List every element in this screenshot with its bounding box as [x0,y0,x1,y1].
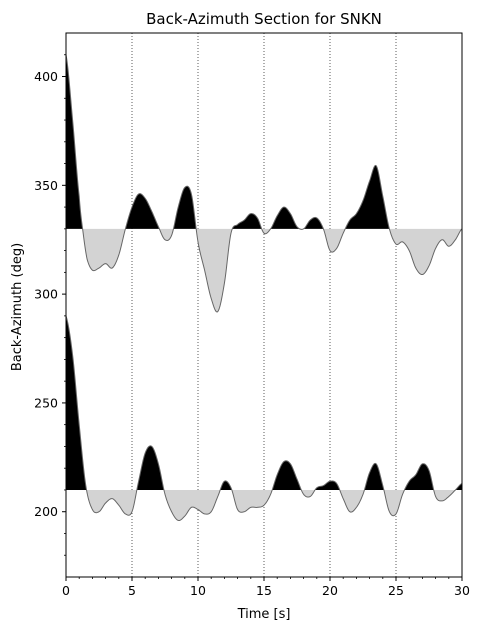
y-tick-label: 400 [34,69,58,84]
y-tick-label: 200 [34,504,58,519]
trace-positive-fill [66,315,462,490]
x-axis-ticks: 0 5 10 15 20 25 30 [62,577,470,598]
x-axis-label: Time [s] [237,607,291,622]
trace-line [66,54,462,313]
x-tick-label: 15 [256,583,272,598]
x-tick-label: 5 [128,583,136,598]
y-axis-label: Back-Azimuth (deg) [10,243,25,371]
y-tick-label: 300 [34,287,58,302]
y-axis-ticks: 200 250 300 350 400 [34,54,66,556]
x-tick-label: 25 [388,583,404,598]
x-tick-label: 30 [454,583,470,598]
plot-area [66,33,462,577]
chart-title: Back-Azimuth Section for SNKN [146,10,382,28]
y-tick-label: 250 [34,395,58,410]
x-tick-label: 0 [62,583,70,598]
x-tick-label: 10 [190,583,206,598]
trace-negative-fill [66,228,462,312]
x-tick-label: 20 [322,583,338,598]
trace-line [66,315,462,522]
y-tick-label: 350 [34,178,58,193]
trace-negative-fill [66,489,462,521]
